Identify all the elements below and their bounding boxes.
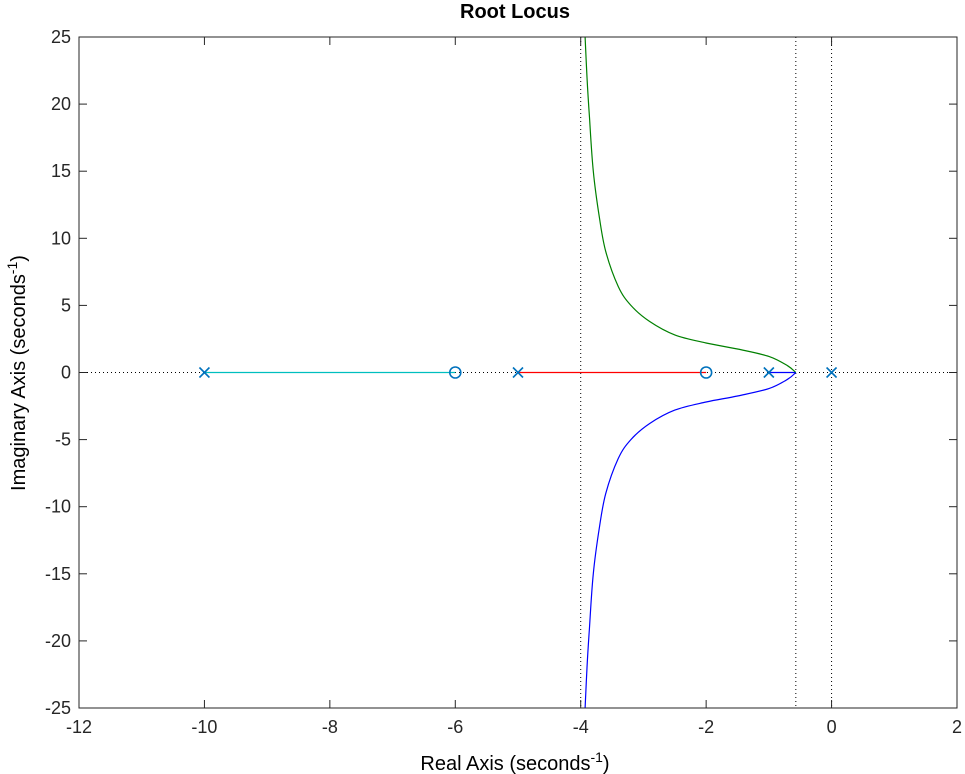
x-tick-label: 0 [827, 717, 837, 737]
y-tick-label: -20 [45, 631, 71, 651]
y-tick-label: 25 [51, 27, 71, 47]
y-tick-label: -15 [45, 564, 71, 584]
pole-marker-4 [826, 366, 838, 379]
y-tick-label: -5 [55, 430, 71, 450]
x-tick-label: -12 [66, 717, 92, 737]
x-tick-label: -4 [573, 717, 589, 737]
chart-title: Root Locus [460, 1, 570, 23]
x-axis-label: Real Axis (seconds-1) [420, 749, 609, 774]
y-axis-label-exponent: -1 [4, 262, 20, 275]
x-axis-label-close: ) [603, 753, 610, 774]
y-tick-label: 10 [51, 228, 71, 248]
y-tick-label: -10 [45, 497, 71, 517]
pole-marker-2 [512, 366, 524, 379]
x-tick-label: -10 [191, 717, 217, 737]
y-tick-label: 5 [61, 295, 71, 315]
y-tick-label: -25 [45, 698, 71, 718]
locus-branches [204, 36, 797, 709]
pole-zero-markers [198, 366, 838, 379]
y-axis-label-close: ) [8, 255, 30, 262]
locus-branch-4 [584, 36, 797, 373]
y-tick-label: 15 [51, 161, 71, 181]
x-tick-label: -6 [447, 717, 463, 737]
y-axis-label-text: Imaginary Axis (seconds [8, 274, 30, 491]
zero-marker-1 [448, 366, 462, 379]
y-tick-label: 0 [61, 363, 71, 383]
y-tick-label: 20 [51, 94, 71, 114]
x-tick-label: -8 [322, 717, 338, 737]
x-tick-label: -2 [698, 717, 714, 737]
y-axis-label: Imaginary Axis (seconds-1) [4, 255, 30, 491]
x-axis-label-text: Real Axis (seconds [420, 753, 590, 774]
pole-marker-3 [763, 366, 775, 379]
x-axis-label-exponent: -1 [590, 749, 603, 765]
x-tick-label: 2 [952, 717, 962, 737]
zero-marker-2 [699, 366, 713, 379]
pole-marker-1 [198, 366, 210, 379]
locus-branch-5 [584, 372, 797, 709]
